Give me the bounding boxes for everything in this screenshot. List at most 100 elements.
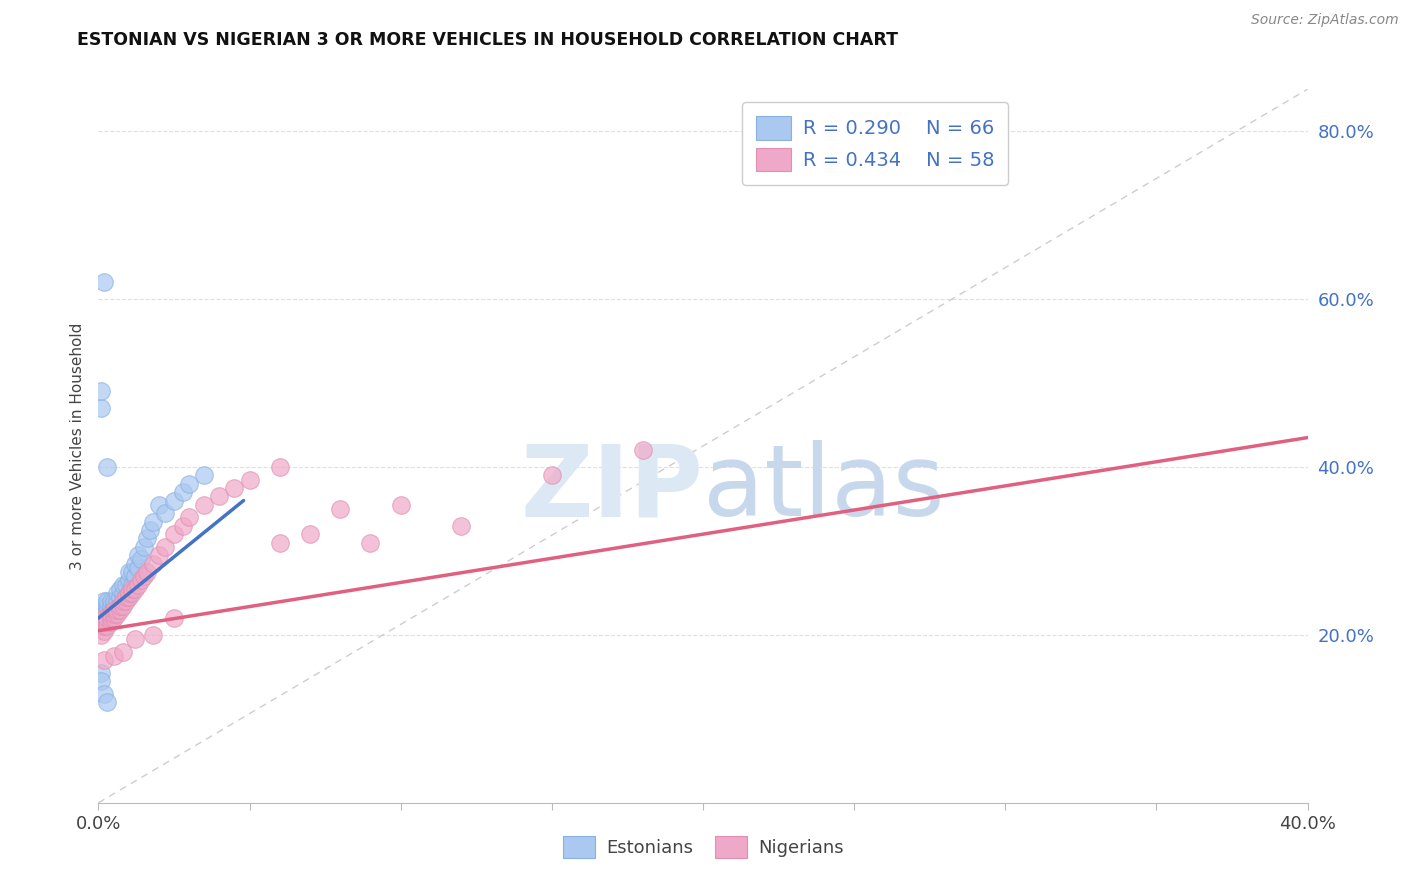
Point xyxy=(103,611,125,625)
Point xyxy=(148,498,170,512)
Point xyxy=(96,695,118,709)
Point xyxy=(118,586,141,600)
Point xyxy=(103,648,125,663)
Point xyxy=(114,577,136,591)
Point xyxy=(108,582,131,596)
Point xyxy=(108,599,131,613)
Point xyxy=(93,653,115,667)
Point xyxy=(103,603,125,617)
Point xyxy=(135,532,157,546)
Point xyxy=(93,615,115,630)
Point xyxy=(108,590,131,604)
Point xyxy=(124,557,146,571)
Point xyxy=(129,574,152,588)
Point xyxy=(105,586,128,600)
Point xyxy=(142,557,165,571)
Point xyxy=(93,615,115,630)
Point xyxy=(93,611,115,625)
Point xyxy=(93,275,115,289)
Point xyxy=(239,473,262,487)
Point xyxy=(103,603,125,617)
Point xyxy=(224,481,246,495)
Point xyxy=(208,489,231,503)
Point xyxy=(93,603,115,617)
Point xyxy=(93,619,115,633)
Point xyxy=(111,594,134,608)
Point xyxy=(96,611,118,625)
Point xyxy=(105,603,128,617)
Point xyxy=(193,468,215,483)
Point xyxy=(90,619,112,633)
Legend: Estonians, Nigerians: Estonians, Nigerians xyxy=(555,829,851,865)
Point xyxy=(90,603,112,617)
Point xyxy=(153,540,176,554)
Point xyxy=(121,565,143,579)
Point xyxy=(124,632,146,646)
Point xyxy=(90,384,112,399)
Point xyxy=(111,594,134,608)
Point xyxy=(93,619,115,633)
Point xyxy=(100,594,122,608)
Point xyxy=(105,603,128,617)
Point xyxy=(96,615,118,630)
Point xyxy=(163,527,186,541)
Point xyxy=(100,603,122,617)
Point xyxy=(103,607,125,621)
Point xyxy=(100,607,122,621)
Point xyxy=(127,560,149,574)
Point xyxy=(389,498,412,512)
Point xyxy=(96,619,118,633)
Point xyxy=(172,485,194,500)
Point xyxy=(129,552,152,566)
Point xyxy=(114,594,136,608)
Point xyxy=(142,628,165,642)
Point xyxy=(100,607,122,621)
Point xyxy=(93,687,115,701)
Point xyxy=(93,594,115,608)
Point xyxy=(93,599,115,613)
Point xyxy=(124,569,146,583)
Text: ZIP: ZIP xyxy=(520,441,703,537)
Point xyxy=(179,510,201,524)
Point xyxy=(100,611,122,625)
Point xyxy=(90,611,112,625)
Point xyxy=(96,599,118,613)
Point xyxy=(269,535,291,549)
Point xyxy=(90,607,112,621)
Point xyxy=(163,493,186,508)
Point xyxy=(329,502,352,516)
Point xyxy=(100,615,122,630)
Point xyxy=(631,443,654,458)
Point xyxy=(90,401,112,416)
Point xyxy=(100,611,122,625)
Point xyxy=(299,527,322,541)
Point xyxy=(96,615,118,630)
Point xyxy=(111,599,134,613)
Point xyxy=(193,498,215,512)
Point xyxy=(90,628,112,642)
Point xyxy=(108,603,131,617)
Point xyxy=(450,518,472,533)
Text: Source: ZipAtlas.com: Source: ZipAtlas.com xyxy=(1251,13,1399,28)
Point xyxy=(127,577,149,591)
Text: ESTONIAN VS NIGERIAN 3 OR MORE VEHICLES IN HOUSEHOLD CORRELATION CHART: ESTONIAN VS NIGERIAN 3 OR MORE VEHICLES … xyxy=(77,31,898,49)
Point xyxy=(124,582,146,596)
Point xyxy=(90,615,112,630)
Point xyxy=(100,599,122,613)
Point xyxy=(90,674,112,689)
Point xyxy=(121,582,143,596)
Point xyxy=(108,599,131,613)
Point xyxy=(163,611,186,625)
Point xyxy=(103,599,125,613)
Point xyxy=(172,518,194,533)
Point xyxy=(90,615,112,630)
Point xyxy=(103,607,125,621)
Point xyxy=(148,548,170,562)
Point xyxy=(118,590,141,604)
Y-axis label: 3 or more Vehicles in Household: 3 or more Vehicles in Household xyxy=(69,322,84,570)
Point xyxy=(142,515,165,529)
Point xyxy=(105,607,128,621)
Point xyxy=(118,574,141,588)
Point xyxy=(96,603,118,617)
Point xyxy=(179,476,201,491)
